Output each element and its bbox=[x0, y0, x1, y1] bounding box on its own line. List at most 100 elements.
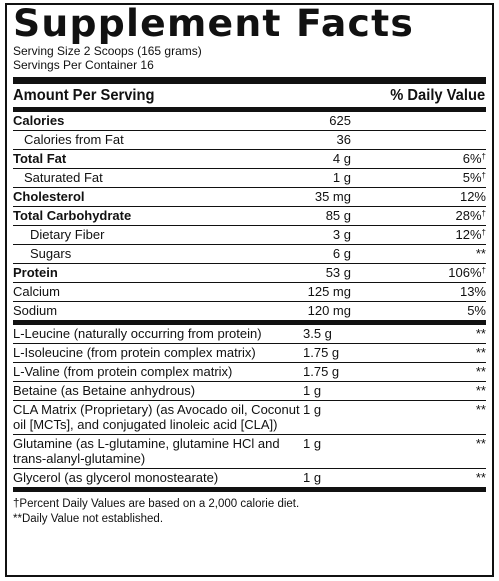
ingredient-daily-value: ** bbox=[475, 345, 486, 360]
nutrient-row: Sugars 6 g ** bbox=[13, 245, 486, 264]
ingredient-name: L-Leucine (naturally occurring from prot… bbox=[13, 326, 262, 341]
ingredient-amount: 1.75 g bbox=[303, 364, 340, 379]
ingredient-daily-value: ** bbox=[475, 402, 486, 417]
nutrient-daily-value: 106%† bbox=[351, 265, 486, 280]
dagger-mark: † bbox=[481, 152, 486, 161]
servings-per-container: Servings Per Container 16 bbox=[13, 58, 154, 72]
nutrient-name: Saturated Fat bbox=[24, 170, 103, 185]
nutrient-amount: 625 bbox=[329, 113, 351, 128]
ingredient-amount: 1 g bbox=[303, 436, 322, 451]
nutrient-name: Calcium bbox=[13, 284, 60, 299]
daily-value-percent: 5% bbox=[467, 303, 486, 318]
ingredient-daily-value: ** bbox=[475, 436, 486, 451]
dagger-mark: † bbox=[481, 209, 486, 218]
nutrient-row: Total Carbohydrate 85 g 28%† bbox=[13, 207, 486, 226]
nutrient-row: Calories 625 bbox=[13, 112, 486, 131]
amount-per-serving-label: Amount Per Serving bbox=[13, 87, 155, 104]
divider-header bbox=[13, 107, 486, 112]
ingredient-amount: 3.5 g bbox=[303, 326, 332, 341]
nutrient-amount: 4 g bbox=[332, 151, 351, 166]
nutrient-amount: 3 g bbox=[332, 227, 351, 242]
nutrient-amount: 125 mg bbox=[307, 284, 351, 299]
nutrient-name: Sodium bbox=[13, 303, 58, 318]
daily-value-label: % Daily Value bbox=[390, 87, 486, 104]
nutrient-list: Calories 625 Calories from Fat 36 Total Fat 4… bbox=[13, 112, 486, 320]
ingredient-daily-value: ** bbox=[475, 364, 486, 379]
ingredient-row: L-Leucine (naturally occurring from prot… bbox=[13, 325, 486, 344]
ingredient-amount: 1 g bbox=[303, 470, 322, 485]
ingredient-row: Glutamine (as L-glutamine, glutamine HCl… bbox=[13, 435, 486, 469]
nutrient-row: Calcium 125 mg 13% bbox=[13, 283, 486, 302]
nutrient-name: Protein bbox=[13, 265, 58, 280]
ingredient-name: Betaine (as Betaine anhydrous) bbox=[13, 383, 196, 398]
nutrient-row: Calories from Fat 36 bbox=[13, 131, 486, 150]
nutrient-daily-value: 12% bbox=[351, 189, 486, 204]
daily-value-percent: 6% bbox=[462, 151, 482, 166]
ingredient-name: CLA Matrix (Proprietary) (as Avocado oil… bbox=[13, 402, 300, 432]
ingredient-amount: 1 g bbox=[303, 402, 322, 417]
nutrient-name: Total Carbohydrate bbox=[13, 208, 132, 223]
ingredient-name: Glutamine (as L-glutamine, glutamine HCl… bbox=[13, 436, 280, 466]
nutrient-name: Total Fat bbox=[13, 151, 67, 166]
daily-value-percent: 106% bbox=[448, 265, 482, 280]
daily-value-percent: 28% bbox=[455, 208, 482, 223]
nutrient-amount: 53 g bbox=[325, 265, 351, 280]
nutrient-row: Sodium 120 mg 5% bbox=[13, 302, 486, 320]
nutrient-row: Dietary Fiber 3 g 12%† bbox=[13, 226, 486, 245]
nutrient-name: Calories bbox=[13, 113, 65, 128]
ingredient-name: L-Isoleucine (from protein complex matri… bbox=[13, 345, 256, 360]
ingredient-row: L-Isoleucine (from protein complex matri… bbox=[13, 344, 486, 363]
nutrient-daily-value: 6%† bbox=[351, 151, 486, 166]
dagger-mark: † bbox=[481, 228, 486, 237]
panel-title: Supplement Facts bbox=[13, 2, 415, 45]
nutrient-row: Protein 53 g 106%† bbox=[13, 264, 486, 283]
nutrient-name: Calories from Fat bbox=[24, 132, 124, 147]
ingredient-row: L-Valine (from protein complex matrix) 1.… bbox=[13, 363, 486, 382]
footnote-not-established: **Daily Value not established. bbox=[13, 513, 164, 525]
ingredient-amount: 1.75 g bbox=[303, 345, 340, 360]
nutrient-daily-value: 13% bbox=[351, 284, 486, 299]
ingredient-daily-value: ** bbox=[475, 326, 486, 341]
dagger-mark: † bbox=[481, 171, 486, 180]
nutrient-row: Total Fat 4 g 6%† bbox=[13, 150, 486, 169]
footnote-dagger: †Percent Daily Values are based on a 2,0… bbox=[13, 498, 300, 510]
ingredient-daily-value: ** bbox=[475, 470, 486, 485]
nutrient-daily-value: 28%† bbox=[351, 208, 486, 223]
footnotes: †Percent Daily Values are based on a 2,0… bbox=[13, 492, 486, 527]
nutrient-daily-value: 5%† bbox=[351, 170, 486, 185]
daily-value-percent: 12% bbox=[455, 227, 482, 242]
nutrient-amount: 36 bbox=[336, 132, 351, 147]
dagger-mark: † bbox=[481, 266, 486, 275]
daily-value-percent: 13% bbox=[459, 284, 486, 299]
divider-footer bbox=[13, 487, 486, 492]
nutrient-amount: 35 mg bbox=[314, 189, 351, 204]
daily-value-percent: 12% bbox=[459, 189, 486, 204]
supplement-facts-panel: Supplement Facts Serving Size 2 Scoops (… bbox=[5, 3, 494, 577]
ingredient-list: L-Leucine (naturally occurring from prot… bbox=[13, 325, 486, 487]
nutrient-row: Saturated Fat 1 g 5%† bbox=[13, 169, 486, 188]
nutrient-name: Dietary Fiber bbox=[30, 227, 105, 242]
ingredient-row: Betaine (as Betaine anhydrous) 1 g ** bbox=[13, 382, 486, 401]
nutrient-amount: 1 g bbox=[332, 170, 351, 185]
nutrient-amount: 6 g bbox=[332, 246, 351, 261]
nutrient-amount: 120 mg bbox=[307, 303, 351, 318]
nutrient-amount: 85 g bbox=[325, 208, 351, 223]
nutrient-daily-value: 12%† bbox=[351, 227, 486, 242]
nutrient-daily-value: ** bbox=[351, 246, 486, 261]
nutrient-name: Sugars bbox=[30, 246, 72, 261]
daily-value-percent: 5% bbox=[462, 170, 482, 185]
nutrient-daily-value: 5% bbox=[351, 303, 486, 318]
column-header: Amount Per Serving % Daily Value bbox=[13, 84, 485, 107]
ingredient-name: L-Valine (from protein complex matrix) bbox=[13, 364, 233, 379]
nutrient-name: Cholesterol bbox=[13, 189, 85, 204]
daily-value-percent: ** bbox=[475, 246, 486, 261]
divider-thick bbox=[13, 77, 486, 84]
ingredient-name: Glycerol (as glycerol monostearate) bbox=[13, 470, 219, 485]
divider-section bbox=[13, 320, 486, 325]
nutrient-row: Cholesterol 35 mg 12% bbox=[13, 188, 486, 207]
ingredient-row: CLA Matrix (Proprietary) (as Avocado oil… bbox=[13, 401, 486, 435]
serving-size: Serving Size 2 Scoops (165 grams) bbox=[13, 44, 202, 58]
ingredient-daily-value: ** bbox=[475, 383, 486, 398]
ingredient-amount: 1 g bbox=[303, 383, 322, 398]
ingredient-row: Glycerol (as glycerol monostearate) 1 g ** bbox=[13, 469, 486, 487]
